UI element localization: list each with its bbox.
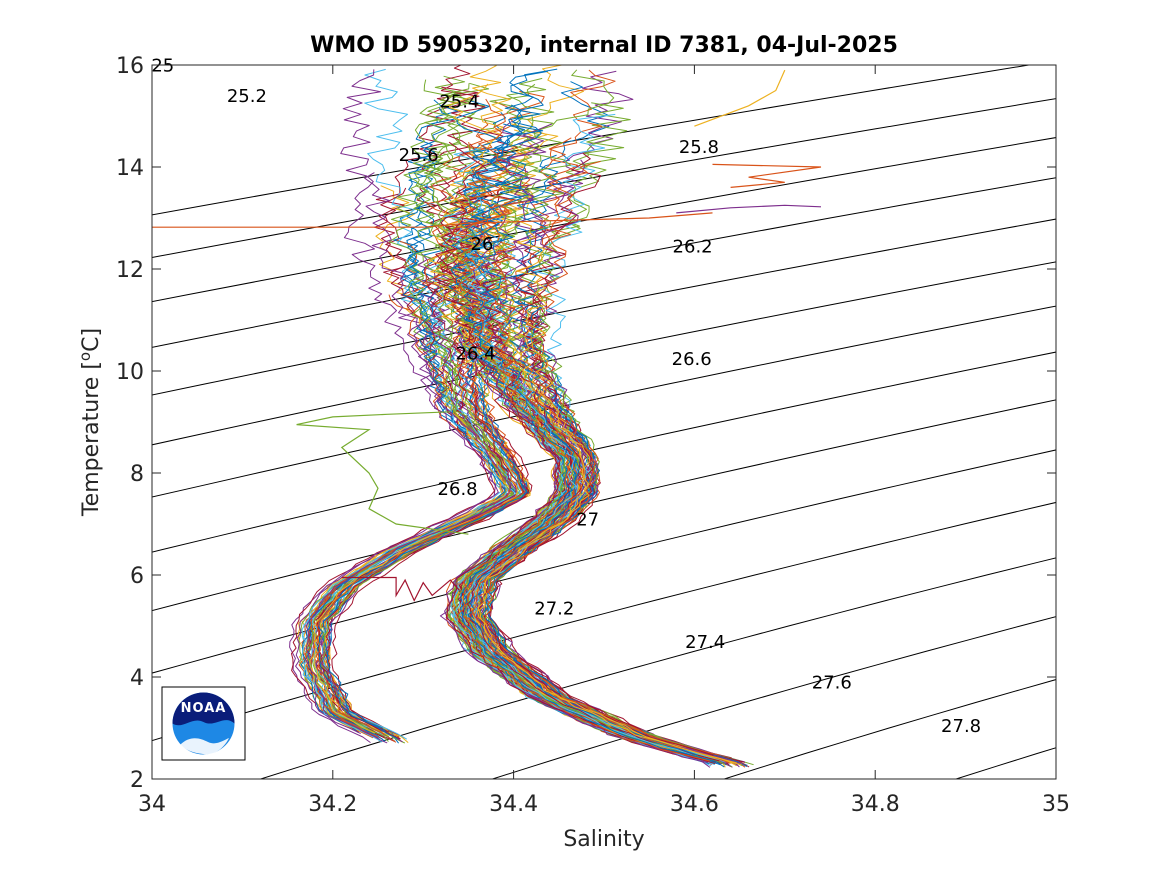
y-tick-label: 4 bbox=[130, 666, 144, 691]
isopycnal-line bbox=[954, 747, 1056, 779]
x-tick-label: 34.4 bbox=[489, 792, 538, 817]
profile-line-outlier bbox=[694, 69, 786, 127]
y-tick-label: 10 bbox=[116, 360, 144, 385]
profile-line bbox=[478, 222, 714, 756]
profile-line bbox=[305, 333, 511, 739]
profile-line bbox=[475, 123, 741, 764]
profile-line bbox=[453, 364, 697, 758]
profile-line bbox=[483, 408, 746, 763]
profile-line bbox=[313, 141, 529, 743]
profile-line bbox=[477, 220, 742, 766]
isopycnal-label: 25.4 bbox=[439, 91, 479, 112]
axis-ticks: 34 34.2 34.4 34.6 34.8 35 2 4 6 8 10 12 14 16 bbox=[116, 54, 1070, 817]
isopycnal-label: 25 bbox=[151, 56, 174, 77]
profile-line bbox=[456, 98, 710, 762]
profile-line bbox=[304, 418, 511, 733]
profile-lines bbox=[152, 65, 822, 768]
isopycnal-label: 25.6 bbox=[399, 145, 439, 166]
x-tick-label: 34.6 bbox=[670, 792, 719, 817]
profile-line bbox=[291, 187, 495, 733]
isopycnal-label: 27.4 bbox=[685, 632, 725, 653]
noaa-logo-top bbox=[172, 692, 235, 726]
profile-line bbox=[319, 91, 524, 738]
profile-line-outlier bbox=[341, 576, 460, 602]
isopycnal-label: 27.2 bbox=[534, 599, 574, 620]
y-axis-label: Temperature [oC] bbox=[76, 328, 104, 517]
isopycnal-label: 26.8 bbox=[438, 479, 478, 500]
isopycnal-label: 25.8 bbox=[679, 137, 719, 158]
isopycnal-label: 26 bbox=[471, 234, 494, 255]
profile-line bbox=[301, 393, 509, 743]
profile-line-outlier bbox=[676, 204, 822, 214]
profile-line-outlier bbox=[152, 212, 713, 228]
y-tick-label: 16 bbox=[116, 54, 144, 79]
profile-line bbox=[471, 201, 730, 764]
x-tick-label: 34 bbox=[138, 792, 166, 817]
profile-line bbox=[445, 376, 716, 765]
profile-line bbox=[315, 358, 524, 735]
profile-line bbox=[478, 69, 743, 766]
x-tick-label: 35 bbox=[1042, 792, 1070, 817]
profile-line bbox=[309, 413, 512, 734]
x-tick-label: 34.8 bbox=[851, 792, 900, 817]
profile-line bbox=[460, 68, 721, 766]
noaa-logo: NOAA bbox=[161, 686, 246, 761]
isopycnal-line bbox=[490, 616, 1056, 779]
profile-line bbox=[484, 415, 722, 759]
isopycnal-line bbox=[722, 679, 1056, 779]
y-tick-label: 2 bbox=[130, 768, 144, 793]
profile-line-outlier bbox=[296, 411, 469, 535]
y-tick-label: 6 bbox=[130, 564, 144, 589]
profile-line-outlier bbox=[712, 163, 822, 188]
isopycnal-label: 27 bbox=[576, 510, 599, 531]
profile-line bbox=[458, 326, 711, 760]
profile-line bbox=[476, 324, 737, 764]
profile-line bbox=[480, 408, 740, 763]
isopycnal-label: 27.6 bbox=[812, 673, 852, 694]
profile-line bbox=[289, 69, 497, 744]
x-tick-label: 34.2 bbox=[308, 792, 357, 817]
plot-frame bbox=[151, 64, 1057, 780]
isopycnal-label: 25.2 bbox=[227, 86, 267, 107]
y-tick-label: 8 bbox=[130, 462, 144, 487]
profile-line bbox=[316, 317, 528, 739]
y-tick-label: 12 bbox=[116, 258, 144, 283]
profile-line bbox=[485, 387, 724, 758]
isopycnal-label: 26.6 bbox=[672, 349, 712, 370]
x-axis-label: Salinity bbox=[563, 827, 644, 852]
isopycnal-labels: 25 25.2 25.4 25.6 25.8 26 26.2 26.4 26.6 26.8 27 27… bbox=[151, 56, 981, 737]
chart-title: WMO ID 5905320, internal ID 7381, 04-Jul… bbox=[310, 33, 898, 58]
profile-line bbox=[324, 299, 530, 733]
isopycnal-label: 26.4 bbox=[456, 344, 496, 365]
profile-line bbox=[459, 238, 693, 756]
isopycnal-label: 26.2 bbox=[673, 237, 713, 258]
isopycnal-label: 27.8 bbox=[941, 716, 981, 737]
profile-line bbox=[441, 83, 713, 764]
profile-line bbox=[295, 172, 499, 735]
profile-line bbox=[467, 250, 720, 762]
y-tick-label: 14 bbox=[116, 156, 144, 181]
profile-line bbox=[487, 159, 734, 761]
noaa-logo-text: NOAA bbox=[181, 701, 227, 716]
